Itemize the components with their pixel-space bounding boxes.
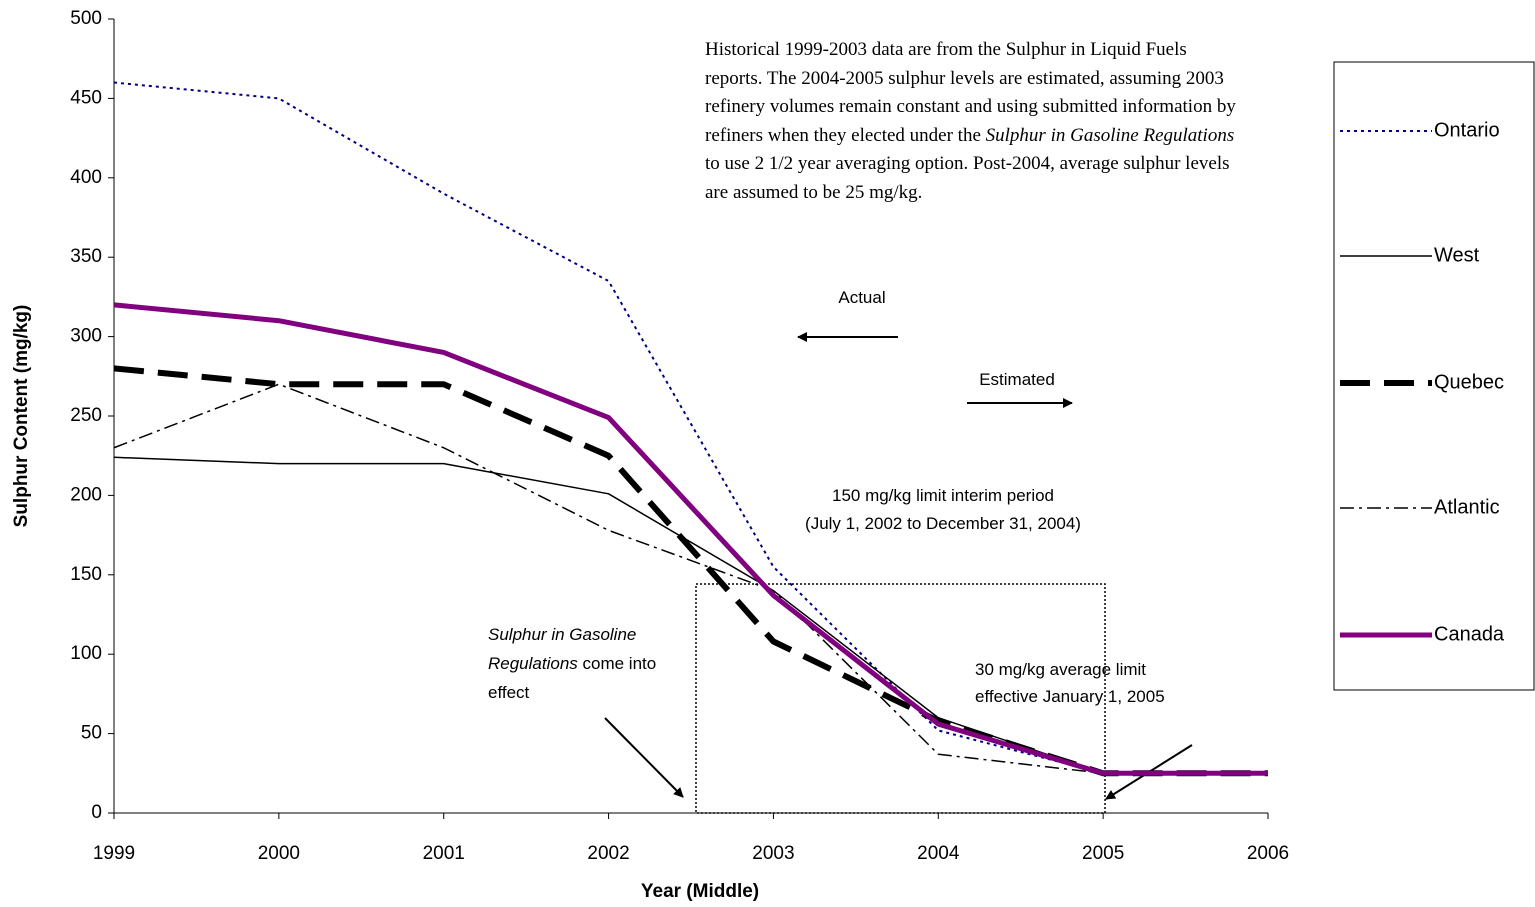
x-tick-label: 2006: [1247, 843, 1289, 864]
legend-label: West: [1434, 244, 1480, 266]
annotation: Estimated: [979, 370, 1055, 389]
x-tick-label: 2004: [917, 843, 960, 864]
annotation: Actual: [838, 288, 886, 307]
y-tick-label: 300: [70, 326, 102, 347]
series-line: [113, 302, 1268, 776]
legend-label: Canada: [1434, 623, 1505, 645]
x-axis-title: Year (Middle): [641, 881, 759, 902]
y-tick-label: 100: [70, 643, 102, 664]
note-text: to use 2 1/2 year averaging option. Post…: [705, 153, 1230, 203]
x-tick-label: 2005: [1082, 843, 1124, 864]
arrow: [604, 717, 684, 798]
x-tick-label: 2003: [752, 843, 794, 864]
x-tick-label: 2000: [258, 843, 300, 864]
legend-label: Atlantic: [1434, 496, 1500, 518]
y-tick-label: 0: [91, 802, 102, 823]
y-tick-label: 500: [70, 8, 102, 29]
annotation: 150 mg/kg limit interim period: [831, 486, 1055, 505]
annotation: effective January 1, 2005: [975, 687, 1165, 706]
legend-label: Quebec: [1434, 371, 1504, 393]
note-text: Sulphur in Gasoline Regulations: [985, 124, 1235, 146]
note: Historical 1999-2003 data are from the S…: [705, 36, 1240, 207]
y-tick-label: 350: [70, 246, 102, 267]
annotation: 30 mg/kg average limit: [975, 660, 1147, 679]
note-text: Historical 1999-2003 data are from the S…: [705, 39, 1236, 146]
annotation: (July 1, 2002 to December 31, 2004): [805, 514, 1081, 533]
y-axis-title: Sulphur Content (mg/kg): [11, 305, 32, 528]
legend-box: [1333, 61, 1535, 691]
y-tick-label: 250: [70, 405, 102, 426]
y-tick-label: 200: [70, 484, 102, 505]
x-tick-label: 2002: [587, 843, 629, 864]
legend-label: Ontario: [1434, 119, 1500, 141]
y-tick-label: 50: [81, 723, 102, 744]
x-tick-label: 2001: [423, 843, 465, 864]
y-tick-label: 150: [70, 564, 102, 585]
annotation-text: come into effect: [488, 654, 657, 702]
y-tick-label: 400: [70, 167, 102, 188]
annotation: Sulphur in Gasoline Regulations come int…: [488, 620, 688, 707]
x-tick-label: 1999: [93, 843, 135, 864]
y-tick-label: 450: [70, 87, 102, 108]
annotation-text: Sulphur in Gasoline Regulations: [488, 625, 637, 673]
series-line: [113, 365, 1268, 777]
interim-box: [695, 583, 1106, 814]
series-line: [113, 383, 1268, 775]
